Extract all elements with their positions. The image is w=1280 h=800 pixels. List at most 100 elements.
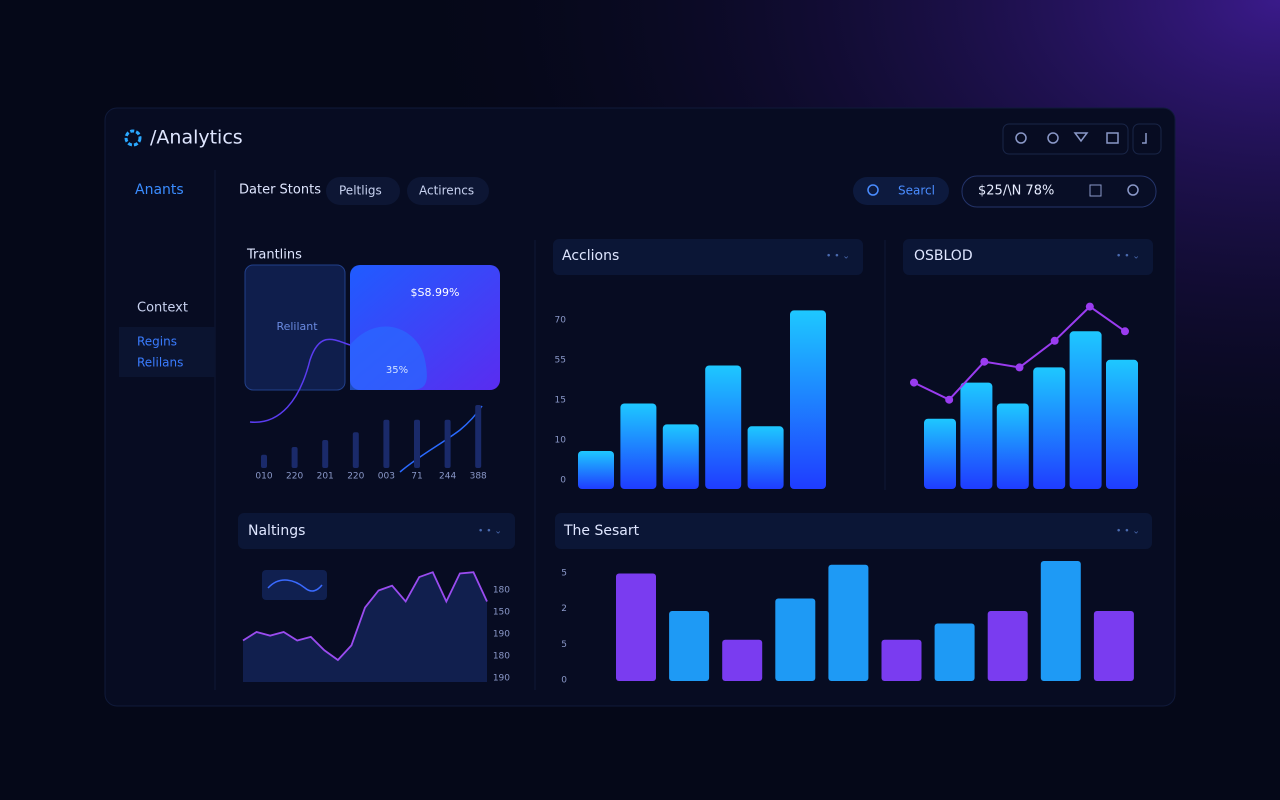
sidebar-active[interactable] — [119, 327, 215, 377]
x-axis-label: 003 — [378, 472, 395, 482]
x-axis-label: 388 — [470, 472, 487, 482]
y-axis-label: 150 — [493, 608, 510, 618]
bar — [775, 598, 816, 681]
y-axis-label: 190 — [493, 630, 510, 640]
search-icon — [867, 184, 879, 196]
card-sub: 35% — [386, 365, 408, 376]
panel-title: Trantlins — [246, 248, 302, 263]
tab[interactable]: Actirencs — [419, 184, 474, 198]
toolbar[interactable] — [1002, 123, 1129, 155]
bar — [616, 573, 656, 681]
x-axis-label: 201 — [317, 472, 334, 482]
x-axis-label: 244 — [439, 472, 456, 482]
line-point — [1121, 327, 1129, 336]
bar — [1069, 331, 1102, 489]
line-point — [1050, 336, 1059, 345]
bar — [620, 403, 657, 489]
y-axis-label: 55 — [555, 356, 566, 366]
x-axis-label: 220 — [347, 472, 364, 482]
bar — [578, 451, 614, 489]
bar — [444, 419, 451, 468]
bar — [960, 382, 993, 489]
sidebar-title: Anants — [135, 182, 184, 198]
bar — [934, 623, 975, 681]
panel-header — [555, 513, 1152, 549]
bar — [414, 419, 420, 468]
y-axis-label: 5 — [561, 640, 567, 650]
panel-title: The Sesart — [563, 523, 640, 539]
status-search-icon — [1127, 184, 1139, 196]
tab[interactable]: Peltligs — [339, 184, 382, 198]
bar — [722, 639, 763, 681]
user-button[interactable] — [1132, 123, 1162, 155]
line-point — [945, 395, 954, 404]
bar — [881, 639, 922, 681]
status-label: $25/\N 78% — [978, 184, 1054, 199]
bar — [383, 419, 390, 468]
panel-header — [903, 239, 1153, 275]
bar — [747, 426, 784, 489]
y-axis-label: 2 — [561, 604, 567, 614]
line-point — [980, 357, 989, 366]
trend-curve — [249, 338, 351, 423]
panel-menus[interactable]: • • ⌄ • • ⌄ • • ⌄ • • ⌄ — [478, 252, 1140, 537]
line-point — [1015, 363, 1024, 372]
bar — [1033, 367, 1066, 489]
bar — [828, 564, 869, 681]
tab-pill[interactable] — [407, 177, 489, 205]
search-box[interactable] — [853, 177, 949, 205]
bar — [475, 405, 482, 468]
tab-pill[interactable] — [326, 177, 400, 205]
y-axis-label: 180 — [493, 652, 510, 662]
panel-title: Naltings — [248, 523, 305, 539]
status-box[interactable] — [961, 175, 1157, 208]
panel-header — [553, 239, 863, 275]
y-axis-label: 180 — [493, 586, 510, 596]
line-point — [910, 378, 918, 387]
x-axis-label: 010 — [255, 472, 272, 482]
svg-text:• • ⌄: • • ⌄ — [478, 527, 502, 537]
status-icon — [1089, 184, 1102, 197]
panel-title: Acclions — [562, 248, 619, 264]
bar — [669, 611, 710, 681]
y-axis-label: 190 — [493, 674, 510, 684]
toolbar-icons — [1015, 132, 1147, 144]
mini-card — [262, 570, 327, 600]
x-axis-label: 220 — [286, 472, 303, 482]
bar — [261, 454, 267, 468]
bar — [662, 424, 699, 489]
logo: /Analytics — [150, 127, 243, 149]
bar — [352, 432, 359, 468]
bar — [705, 365, 742, 489]
bar — [987, 611, 1028, 681]
bar — [322, 440, 329, 468]
tab[interactable]: Dater Stonts — [239, 183, 321, 198]
area — [243, 572, 487, 682]
card — [244, 264, 346, 391]
card-shape — [350, 326, 427, 390]
bar — [1093, 611, 1134, 681]
y-axis-label: 10 — [555, 436, 567, 446]
bar — [1106, 359, 1138, 489]
bar — [996, 403, 1029, 489]
search-label[interactable]: Searcl — [898, 184, 935, 198]
sidebar-item[interactable]: Regins — [137, 335, 177, 349]
panel-title: OSBLOD — [914, 248, 973, 264]
sidebar-item[interactable]: Relilans — [137, 356, 183, 370]
y-axis-label: 0 — [560, 476, 566, 486]
sidebar-section: Context — [137, 301, 188, 316]
mini-curve — [267, 579, 323, 592]
bar — [291, 447, 298, 468]
logo-icon — [124, 129, 142, 147]
y-axis-label: 0 — [561, 676, 567, 686]
svg-text:• • ⌄: • • ⌄ — [1116, 252, 1140, 262]
bar — [790, 310, 826, 489]
panel-header — [238, 513, 515, 549]
x-axis-label: 71 — [411, 472, 422, 482]
bar — [924, 418, 956, 489]
card-label: Relilant — [276, 320, 318, 333]
y-axis-label: 70 — [555, 316, 567, 326]
bar — [1040, 561, 1081, 681]
line — [242, 571, 488, 662]
